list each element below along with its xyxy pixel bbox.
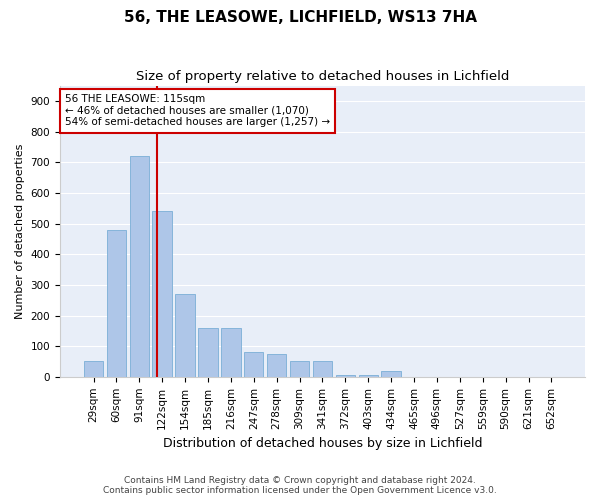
Title: Size of property relative to detached houses in Lichfield: Size of property relative to detached ho…	[136, 70, 509, 83]
Bar	[130, 156, 149, 377]
Bar	[175, 294, 195, 377]
Bar	[107, 230, 126, 377]
Bar	[267, 354, 286, 377]
Bar	[290, 362, 309, 377]
Bar	[198, 328, 218, 377]
Bar	[313, 362, 332, 377]
Bar	[221, 328, 241, 377]
Y-axis label: Number of detached properties: Number of detached properties	[15, 144, 25, 319]
Text: Contains HM Land Registry data © Crown copyright and database right 2024.
Contai: Contains HM Land Registry data © Crown c…	[103, 476, 497, 495]
Bar	[84, 362, 103, 377]
Text: 56 THE LEASOWE: 115sqm
← 46% of detached houses are smaller (1,070)
54% of semi-: 56 THE LEASOWE: 115sqm ← 46% of detached…	[65, 94, 330, 128]
Bar	[335, 376, 355, 377]
Text: 56, THE LEASOWE, LICHFIELD, WS13 7HA: 56, THE LEASOWE, LICHFIELD, WS13 7HA	[124, 10, 476, 25]
X-axis label: Distribution of detached houses by size in Lichfield: Distribution of detached houses by size …	[163, 437, 482, 450]
Bar	[152, 212, 172, 377]
Bar	[359, 376, 378, 377]
Bar	[382, 370, 401, 377]
Bar	[244, 352, 263, 377]
